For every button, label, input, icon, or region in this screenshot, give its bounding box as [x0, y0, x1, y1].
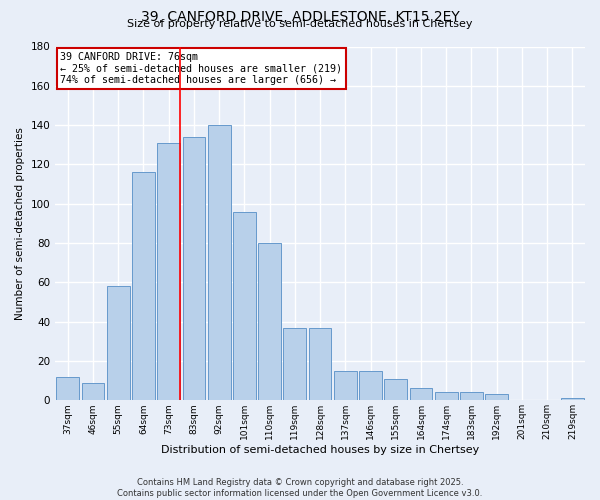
- Bar: [157, 143, 180, 401]
- Text: 39 CANFORD DRIVE: 76sqm
← 25% of semi-detached houses are smaller (219)
74% of s: 39 CANFORD DRIVE: 76sqm ← 25% of semi-de…: [61, 52, 343, 85]
- Bar: [56, 376, 79, 400]
- Bar: [460, 392, 483, 400]
- Text: 39, CANFORD DRIVE, ADDLESTONE, KT15 2EY: 39, CANFORD DRIVE, ADDLESTONE, KT15 2EY: [140, 10, 460, 24]
- Bar: [385, 378, 407, 400]
- Bar: [485, 394, 508, 400]
- Bar: [283, 328, 306, 400]
- Bar: [258, 243, 281, 400]
- Bar: [561, 398, 584, 400]
- Bar: [435, 392, 458, 400]
- Bar: [82, 382, 104, 400]
- Bar: [132, 172, 155, 400]
- Bar: [309, 328, 331, 400]
- Bar: [410, 388, 433, 400]
- Text: Contains HM Land Registry data © Crown copyright and database right 2025.
Contai: Contains HM Land Registry data © Crown c…: [118, 478, 482, 498]
- Bar: [359, 371, 382, 400]
- Bar: [334, 371, 356, 400]
- Y-axis label: Number of semi-detached properties: Number of semi-detached properties: [15, 127, 25, 320]
- Bar: [182, 137, 205, 400]
- X-axis label: Distribution of semi-detached houses by size in Chertsey: Distribution of semi-detached houses by …: [161, 445, 479, 455]
- Bar: [107, 286, 130, 401]
- Text: Size of property relative to semi-detached houses in Chertsey: Size of property relative to semi-detach…: [127, 19, 473, 29]
- Bar: [208, 125, 230, 400]
- Bar: [233, 212, 256, 400]
